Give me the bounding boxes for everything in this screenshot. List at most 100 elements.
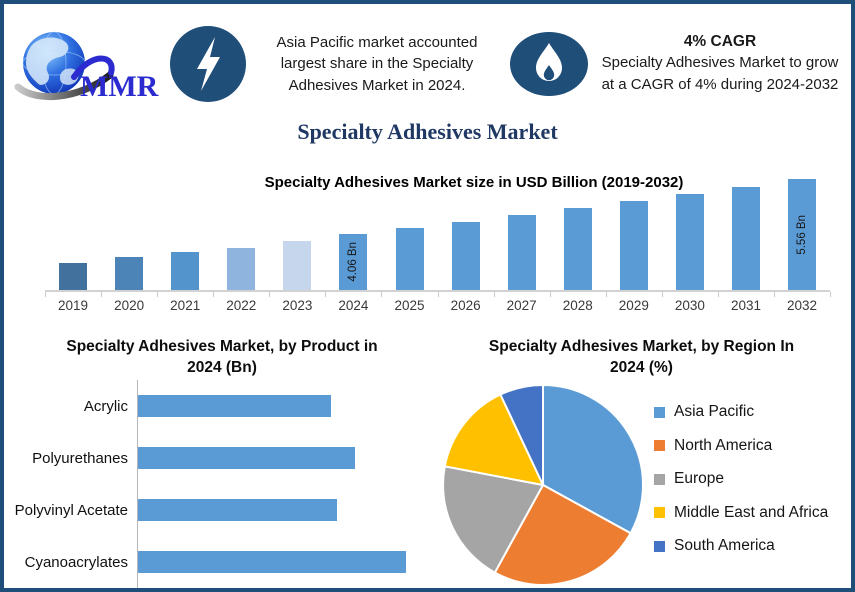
axis-tick — [775, 292, 832, 297]
market-size-axis-labels: 2019 2020 2021 2022 2023 2024 2025 2026 2027 2028… — [45, 298, 830, 313]
pie-slice-north-america — [493, 483, 632, 586]
product-bar-track — [137, 380, 432, 432]
axis-tick — [719, 292, 776, 297]
region-legend: Asia Pacific North America Europe Middle Ea… — [654, 402, 828, 570]
bar-column-2025 — [381, 176, 437, 290]
x-axis-label-2030: 2030 — [674, 298, 705, 313]
product-chart: Specialty Adhesives Market, by Product i… — [12, 336, 432, 588]
region-pie — [442, 383, 644, 586]
legend-item: Asia Pacific — [654, 402, 828, 422]
axis-tick — [46, 292, 103, 297]
pie-slice-south-america — [499, 383, 544, 486]
bar-2028 — [563, 208, 592, 290]
mmr-logo: MMR — [14, 31, 159, 103]
bar-2032: 5.56 Bn — [788, 179, 817, 290]
x-axis-label-2031: 2031 — [730, 298, 761, 313]
bar-column-2024: 4.06 Bn — [325, 176, 381, 290]
product-label: Cyanoacrylates — [24, 553, 128, 571]
product-chart-plot: Acrylic Polyurethanes Polyvinyl Acetate Cya… — [12, 380, 432, 588]
axis-tick — [382, 292, 439, 297]
axis-tick — [270, 292, 327, 297]
product-label: Polyvinyl Acetate — [14, 501, 128, 519]
bar-2031 — [731, 187, 760, 290]
legend-label: Middle East and Africa — [674, 503, 829, 521]
market-size-chart-title: Specialty Adhesives Market size in USD B… — [264, 174, 684, 191]
legend-marker — [654, 406, 665, 418]
bar-2021 — [171, 252, 200, 290]
product-bar-track — [137, 484, 432, 536]
bar-2029 — [619, 201, 648, 290]
bar-column-2023 — [269, 176, 325, 290]
x-axis-label-2020: 2020 — [114, 298, 145, 313]
axis-tick — [326, 292, 383, 297]
axis-tick — [439, 292, 495, 297]
pie-slice-europe — [442, 465, 545, 574]
legend-item: Middle East and Africa — [654, 503, 828, 523]
bar-2022 — [227, 248, 256, 290]
product-bar — [138, 447, 355, 469]
bar-column-2031 — [718, 176, 774, 290]
legend-marker — [654, 473, 665, 485]
bar-data-label: 4.06 Bn — [347, 242, 360, 282]
bar-column-2019 — [45, 176, 101, 290]
flame-icon — [510, 32, 588, 96]
x-axis-label-2029: 2029 — [618, 298, 649, 313]
legend-label: Asia Pacific — [674, 403, 755, 420]
pie-slice-middle-east-and-africa — [443, 393, 545, 487]
product-row: Polyurethanes — [12, 432, 432, 484]
page-title: Specialty Adhesives Market — [297, 119, 558, 144]
legend-label: North America — [674, 436, 773, 454]
product-chart-title: Specialty Adhesives Market, by Product i… — [66, 338, 378, 376]
cagr-block: 4% CAGR Specialty Adhesives Market to gr… — [600, 33, 840, 95]
header: MMR Asia Pacific market accounted larges… — [14, 16, 845, 112]
bar-column-2030 — [662, 176, 718, 290]
x-axis-label-2026: 2026 — [450, 298, 481, 313]
logo-swoosh — [14, 71, 114, 101]
region-chart: Specialty Adhesives Market, by Region In… — [432, 336, 851, 588]
bar-column-2027 — [494, 176, 550, 290]
logo-blue-swoosh — [71, 55, 115, 80]
product-bar-track — [137, 536, 432, 588]
market-size-chart: 4.06 Bn 5.56 Bn — [45, 176, 830, 290]
legend-label: South America — [674, 537, 775, 554]
bar-2020 — [115, 257, 144, 290]
axis-tick — [102, 292, 159, 297]
bar-data-label: 5.56 Bn — [796, 214, 809, 255]
region-chart-title: Specialty Adhesives Market, by Region In… — [488, 338, 795, 376]
bar-column-2022 — [213, 176, 269, 290]
legend-label: Europe — [674, 470, 724, 487]
bar-2025 — [395, 228, 424, 290]
bar-2026 — [451, 222, 480, 290]
product-row: Polyvinyl Acetate — [12, 484, 432, 536]
pie-slice-asia-pacific — [542, 383, 644, 535]
x-axis-label-2024: 2024 — [338, 298, 369, 313]
bar-column-2032: 5.56 Bn — [774, 176, 830, 290]
product-row: Cyanoacrylates — [12, 536, 432, 588]
bar-2024: 4.06 Bn — [339, 234, 368, 290]
cagr-text: Specialty Adhesives Market to grow at a … — [601, 54, 839, 93]
legend-marker — [654, 440, 665, 451]
x-axis-label-2032: 2032 — [787, 298, 818, 313]
legend-marker — [654, 507, 665, 518]
bar-column-2020 — [101, 176, 157, 290]
product-bar-track — [137, 432, 432, 484]
axis-tick — [551, 292, 607, 297]
legend-item: North America — [654, 436, 828, 456]
legend-item: Europe — [654, 469, 828, 489]
x-axis-label-2022: 2022 — [226, 298, 257, 313]
logo-text: MMR — [80, 70, 159, 103]
bar-2027 — [507, 215, 536, 290]
product-bar — [138, 499, 337, 521]
product-label: Polyurethanes — [32, 449, 128, 467]
market-size-x-axis — [45, 290, 830, 292]
axis-tick — [663, 292, 719, 297]
axis-tick — [158, 292, 215, 297]
bar-2019 — [59, 263, 88, 290]
bar-column-2028 — [550, 176, 606, 290]
bolt-icon — [170, 26, 246, 102]
x-axis-label-2019: 2019 — [58, 298, 89, 313]
product-row: Acrylic — [12, 380, 432, 432]
x-axis-label-2021: 2021 — [170, 298, 201, 313]
axis-tick — [607, 292, 663, 297]
